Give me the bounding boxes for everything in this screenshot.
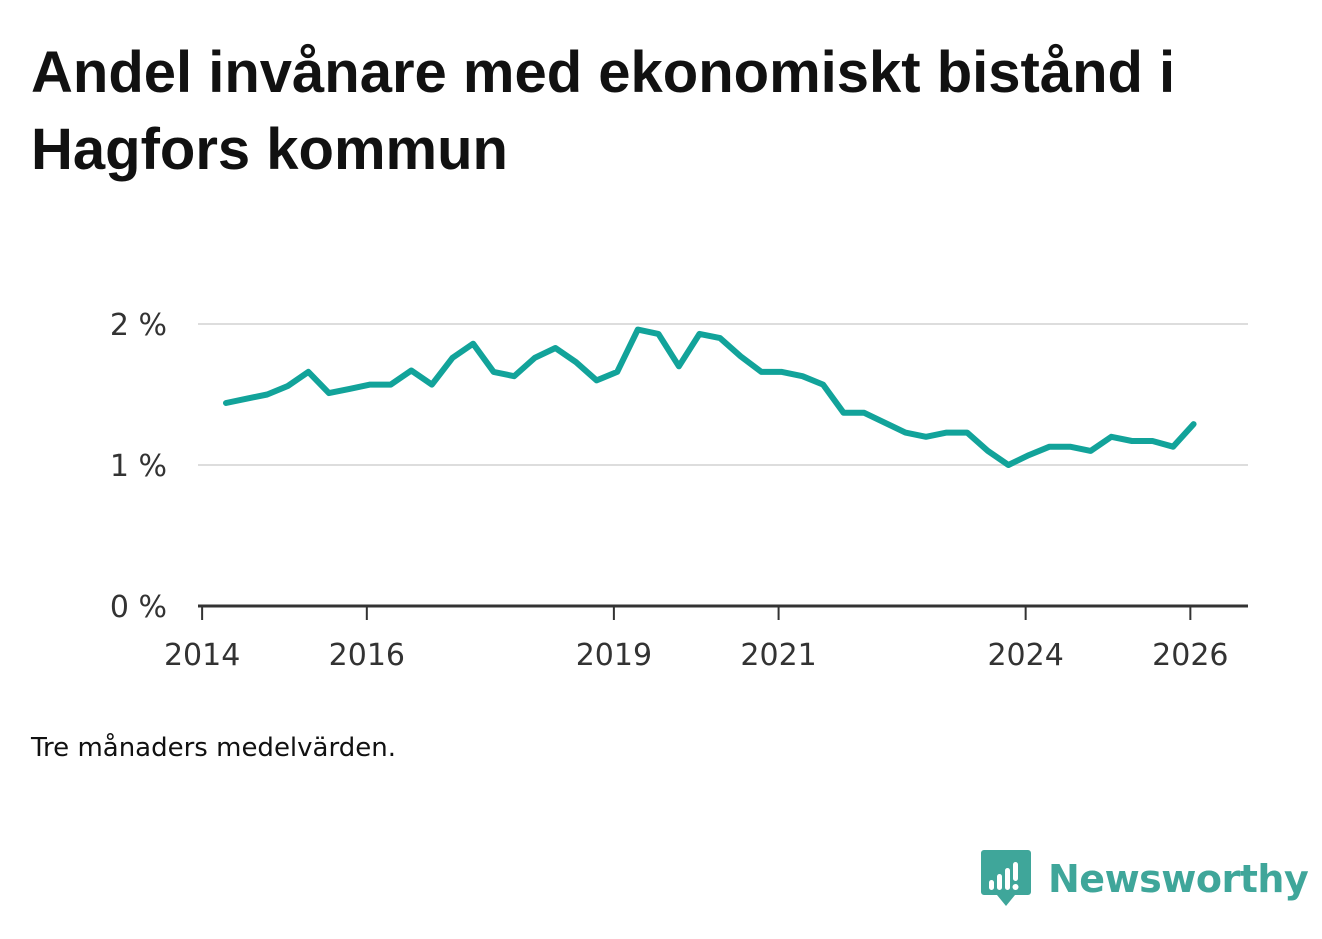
data-point <box>1170 444 1176 450</box>
brand-name: Newsworthy <box>1048 857 1309 901</box>
data-point <box>429 382 435 388</box>
data-point <box>738 353 744 359</box>
data-point <box>676 363 682 369</box>
x-tick-label: 2024 <box>987 638 1063 673</box>
x-tick-label: 2026 <box>1152 638 1228 673</box>
data-point <box>1129 438 1135 444</box>
data-point <box>635 327 641 333</box>
data-point <box>305 369 311 375</box>
y-axis-labels: 0 % 1 % 2 % <box>110 308 167 625</box>
data-point <box>223 400 229 406</box>
data-point <box>800 373 806 379</box>
data-point <box>1088 448 1094 454</box>
data-point <box>923 434 929 440</box>
data-point <box>511 373 517 379</box>
data-point <box>367 382 373 388</box>
data-point <box>902 430 908 436</box>
data-point <box>573 359 579 365</box>
data-point <box>1150 438 1156 444</box>
data-point <box>861 410 867 416</box>
data-point <box>594 377 600 383</box>
x-tick-label: 2014 <box>164 638 240 673</box>
data-point <box>820 382 826 388</box>
data-point <box>717 335 723 341</box>
data-point <box>552 345 558 351</box>
data-point <box>1026 452 1032 458</box>
series-layer <box>223 326 1197 468</box>
data-point <box>758 369 764 375</box>
chart-title: Andel invånare med ekonomiskt bistånd i … <box>31 40 1176 182</box>
data-point <box>1108 434 1114 440</box>
data-point <box>450 355 456 361</box>
x-axis <box>198 604 1248 620</box>
y-tick-label: 1 % <box>110 449 167 484</box>
data-point <box>408 368 414 374</box>
y-tick-label: 2 % <box>110 308 167 343</box>
data-point <box>326 390 332 396</box>
series-line <box>223 326 1197 468</box>
newsworthy-chart-badge-icon <box>981 850 1031 906</box>
data-point <box>347 386 353 392</box>
x-axis-labels: 2014 2016 2019 2021 2024 2026 <box>164 638 1229 673</box>
chart-note: Tre månaders medelvärden. <box>31 733 396 763</box>
data-point <box>614 369 620 375</box>
data-point <box>944 430 950 436</box>
data-point <box>655 331 661 337</box>
data-point <box>985 448 991 454</box>
gridlines <box>198 323 1248 466</box>
data-point <box>1067 444 1073 450</box>
data-point <box>779 369 785 375</box>
data-point <box>882 420 888 426</box>
data-point <box>1047 444 1053 450</box>
data-point <box>285 383 291 389</box>
data-point <box>388 382 394 388</box>
data-point <box>532 355 538 361</box>
newsworthy-logo: Newsworthy <box>980 848 1309 910</box>
data-point <box>264 392 270 398</box>
y-tick-label: 0 % <box>110 590 167 625</box>
x-tick-label: 2016 <box>329 638 405 673</box>
x-tick-label: 2019 <box>576 638 652 673</box>
x-tick-label: 2021 <box>740 638 816 673</box>
data-point <box>1191 421 1197 427</box>
data-point <box>1005 462 1011 468</box>
data-point <box>964 430 970 436</box>
data-point <box>244 396 250 402</box>
data-point <box>491 369 497 375</box>
data-point <box>697 331 703 337</box>
data-point <box>841 410 847 416</box>
data-point <box>470 341 476 347</box>
